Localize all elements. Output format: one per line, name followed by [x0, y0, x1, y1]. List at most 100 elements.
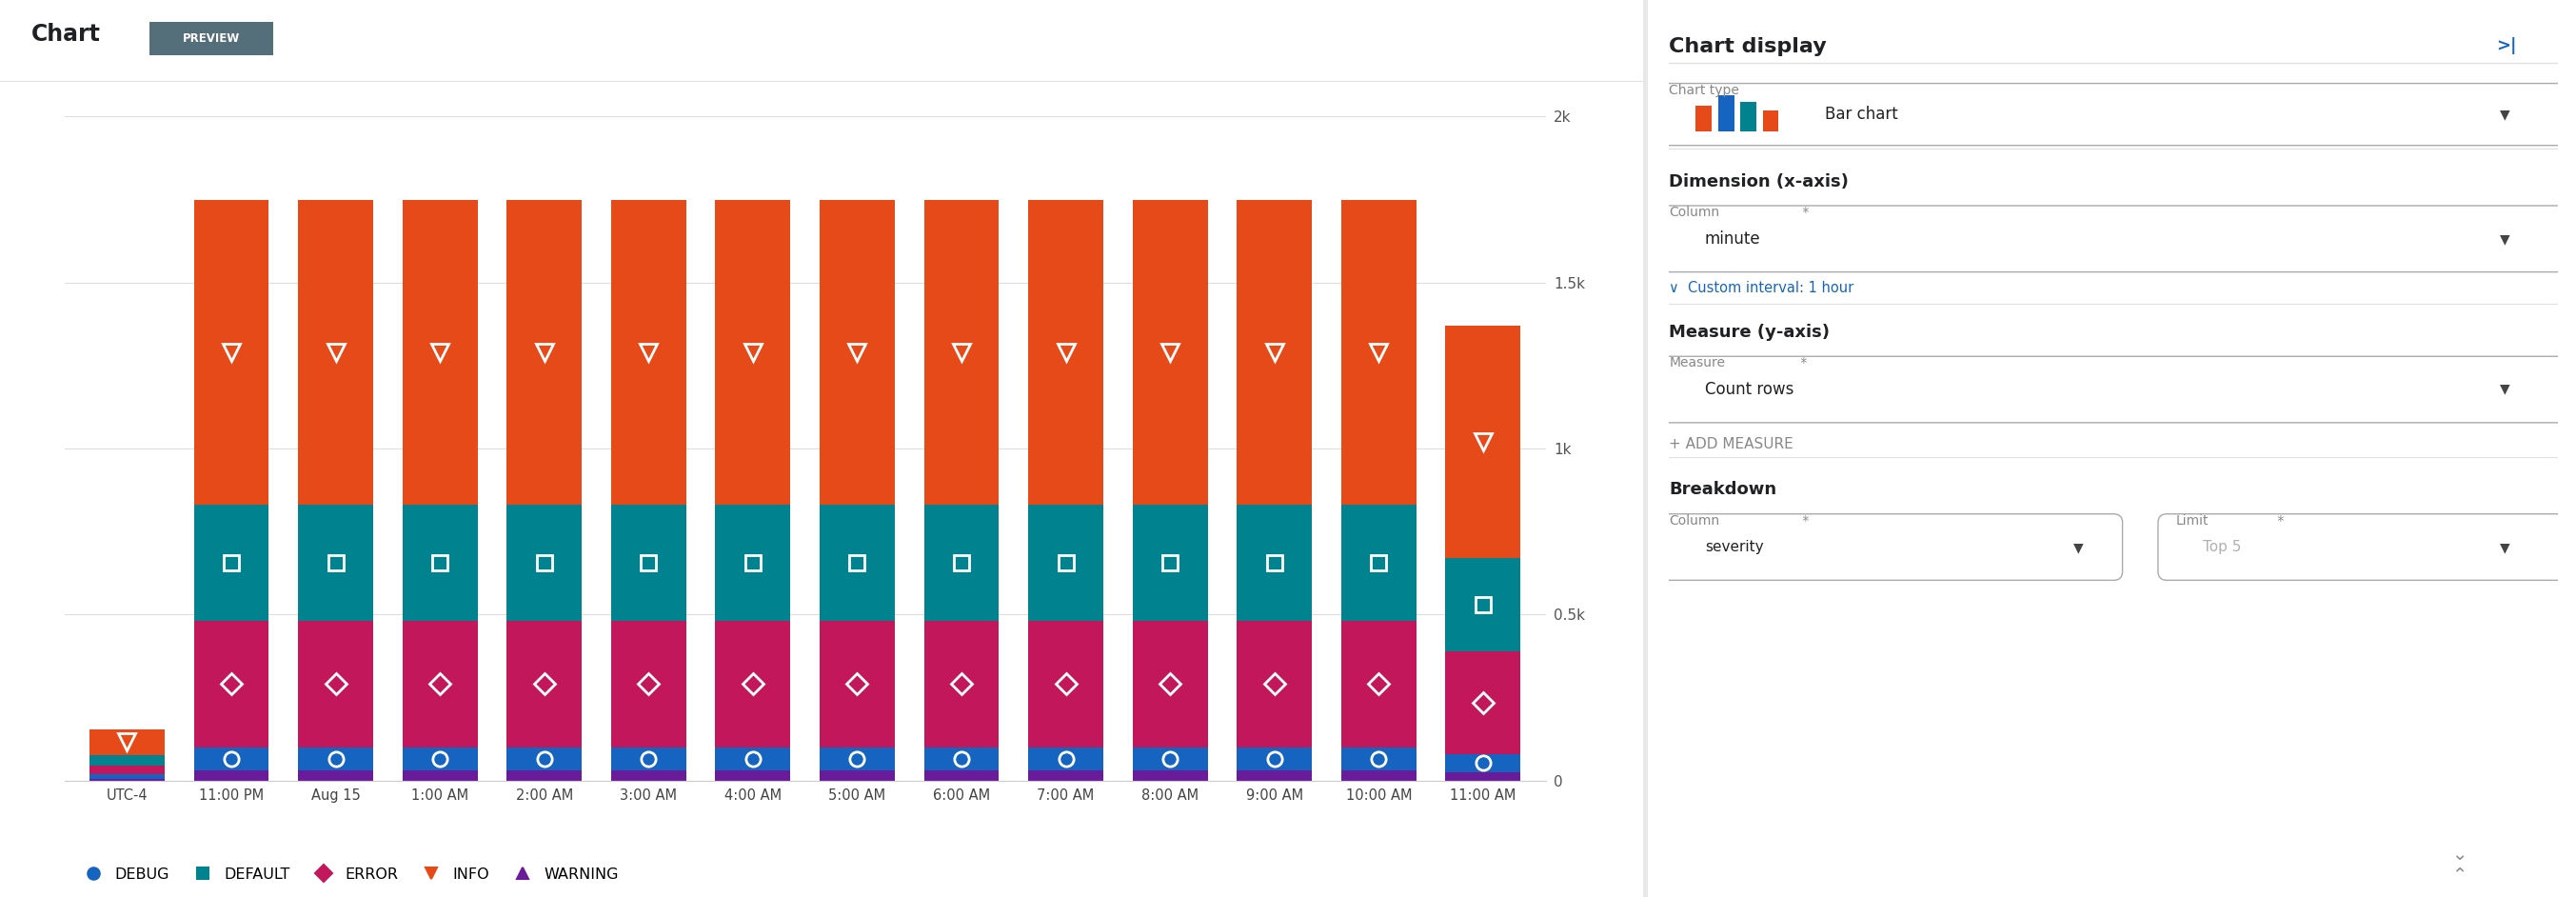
Bar: [819, 621, 894, 747]
Bar: [1236, 505, 1311, 621]
Bar: [402, 771, 477, 780]
Text: ▼: ▼: [2501, 232, 2512, 246]
Bar: [193, 621, 268, 747]
Text: Bar chart: Bar chart: [1824, 106, 1899, 123]
Bar: [1342, 771, 1417, 780]
Bar: [1236, 771, 1311, 780]
Bar: [402, 621, 477, 747]
Text: Breakdown: Breakdown: [1669, 481, 1777, 499]
Bar: [819, 771, 894, 780]
FancyBboxPatch shape: [1662, 205, 2566, 272]
FancyBboxPatch shape: [2159, 514, 2566, 580]
Bar: [299, 200, 374, 505]
Bar: [611, 505, 685, 621]
Bar: [1236, 621, 1311, 747]
Bar: [507, 505, 582, 621]
Text: Chart type: Chart type: [1669, 83, 1739, 97]
Bar: [716, 200, 791, 505]
Text: Measure: Measure: [1669, 356, 1726, 370]
Bar: [507, 621, 582, 747]
Text: *: *: [1798, 205, 1808, 219]
Bar: [90, 765, 165, 774]
Bar: [507, 200, 582, 505]
Bar: [299, 771, 374, 780]
Text: + ADD MEASURE: + ADD MEASURE: [1669, 438, 1793, 451]
Bar: [1133, 771, 1208, 780]
Bar: [193, 771, 268, 780]
Bar: [611, 771, 685, 780]
Bar: [925, 747, 999, 771]
Bar: [1133, 200, 1208, 505]
Text: Column: Column: [1669, 205, 1721, 219]
Text: ⌃: ⌃: [2452, 866, 2468, 884]
Bar: [611, 747, 685, 771]
Bar: [402, 505, 477, 621]
Bar: [1718, 95, 1734, 132]
Bar: [1133, 505, 1208, 621]
Bar: [1028, 747, 1103, 771]
Bar: [1133, 621, 1208, 747]
Legend: DEBUG, DEFAULT, ERROR, INFO, WARNING: DEBUG, DEFAULT, ERROR, INFO, WARNING: [72, 861, 626, 887]
Bar: [1643, 0, 1649, 897]
Text: Measure (y-axis): Measure (y-axis): [1669, 324, 1829, 341]
Text: Top 5: Top 5: [2202, 540, 2241, 554]
Bar: [1236, 747, 1311, 771]
Bar: [507, 771, 582, 780]
Bar: [925, 505, 999, 621]
Bar: [716, 505, 791, 621]
Bar: [1028, 621, 1103, 747]
Text: *: *: [1798, 514, 1808, 527]
Bar: [193, 505, 268, 621]
Text: Dimension (x-axis): Dimension (x-axis): [1669, 173, 1850, 190]
Bar: [611, 621, 685, 747]
Text: *: *: [2275, 514, 2285, 527]
Bar: [819, 200, 894, 505]
Text: *: *: [1795, 356, 1808, 370]
Bar: [611, 200, 685, 505]
Bar: [90, 729, 165, 755]
Bar: [819, 747, 894, 771]
Text: ▼: ▼: [2501, 108, 2512, 121]
Bar: [1762, 110, 1777, 132]
Bar: [90, 774, 165, 779]
FancyBboxPatch shape: [1662, 356, 2566, 422]
Bar: [716, 771, 791, 780]
Text: PREVIEW: PREVIEW: [183, 32, 240, 45]
Bar: [90, 779, 165, 780]
Bar: [1445, 558, 1520, 651]
FancyBboxPatch shape: [1662, 83, 2566, 145]
Bar: [1445, 326, 1520, 558]
Bar: [193, 200, 268, 505]
Text: ▼: ▼: [2501, 541, 2512, 554]
Text: minute: minute: [1705, 231, 1759, 248]
Text: ∨  Custom interval: 1 hour: ∨ Custom interval: 1 hour: [1669, 281, 1855, 295]
Bar: [1342, 200, 1417, 505]
Text: Count rows: Count rows: [1705, 380, 1793, 397]
Bar: [1342, 505, 1417, 621]
Text: Chart: Chart: [31, 22, 100, 45]
FancyBboxPatch shape: [144, 20, 278, 57]
Bar: [1028, 200, 1103, 505]
Bar: [507, 747, 582, 771]
Bar: [299, 747, 374, 771]
Bar: [925, 771, 999, 780]
Bar: [1445, 753, 1520, 772]
Bar: [1028, 771, 1103, 780]
Bar: [716, 621, 791, 747]
Text: severity: severity: [1705, 540, 1765, 554]
Bar: [1445, 651, 1520, 753]
Bar: [1236, 200, 1311, 505]
Bar: [1445, 772, 1520, 780]
Text: ⌄: ⌄: [2452, 846, 2468, 864]
Bar: [299, 505, 374, 621]
Bar: [1741, 101, 1757, 132]
Bar: [402, 747, 477, 771]
Text: Column: Column: [1669, 514, 1721, 527]
FancyBboxPatch shape: [1662, 514, 2123, 580]
Text: Chart display: Chart display: [1669, 37, 1826, 56]
Bar: [925, 621, 999, 747]
Bar: [193, 747, 268, 771]
Bar: [90, 755, 165, 765]
Bar: [1028, 505, 1103, 621]
Text: ▼: ▼: [2501, 382, 2512, 396]
